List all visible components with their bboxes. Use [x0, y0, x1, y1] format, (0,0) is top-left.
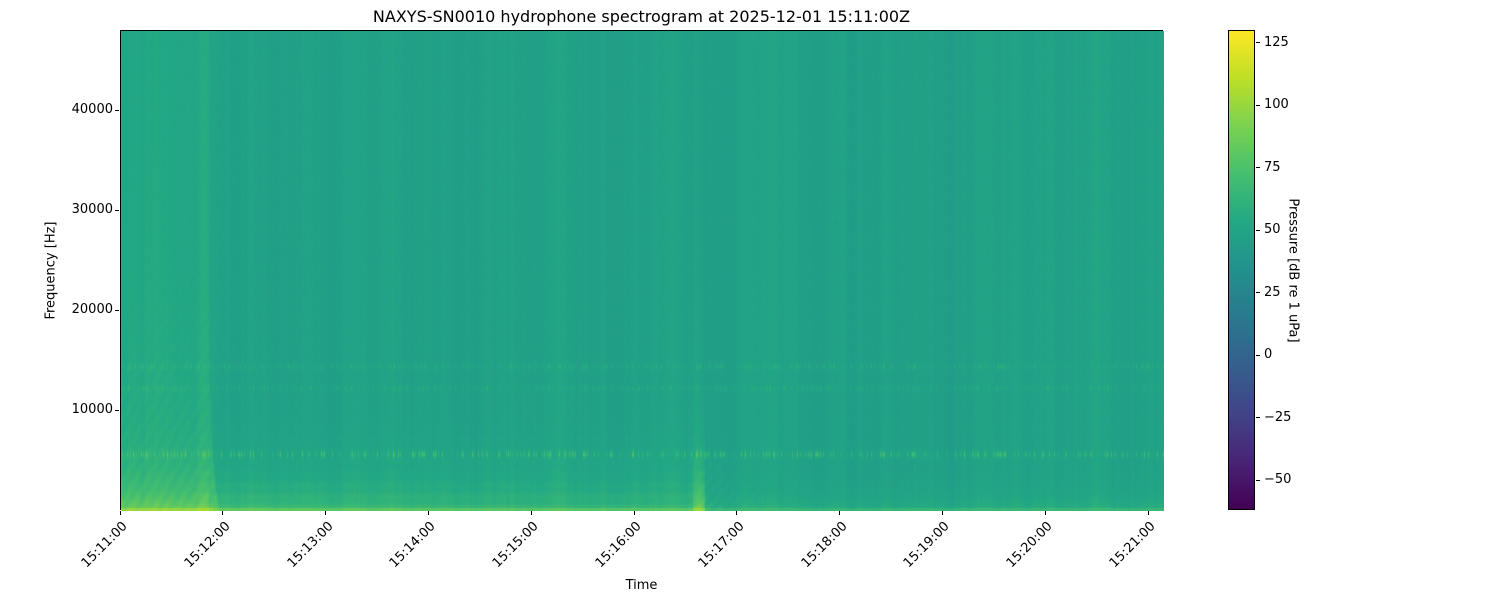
colorbar-tick-mark — [1256, 42, 1260, 43]
y-tick-mark — [115, 209, 119, 211]
colorbar-label: Pressure [dB re 1 uPa] — [1285, 198, 1301, 343]
colorbar-tick-mark — [1256, 479, 1260, 481]
colorbar-tick-label: 0 — [1264, 347, 1273, 362]
y-tick-mark — [115, 309, 119, 311]
spectrogram-canvas — [121, 31, 1164, 511]
colorbar-tick-label: −50 — [1264, 472, 1292, 487]
colorbar-tick-mark — [1256, 229, 1260, 231]
x-tick-mark — [736, 511, 738, 515]
chart-title: NAXYS-SN0010 hydrophone spectrogram at 2… — [372, 7, 911, 26]
colorbar-tick-mark — [1256, 292, 1260, 293]
plot-area — [120, 30, 1164, 511]
x-tick-mark — [427, 511, 429, 515]
colorbar-gradient — [1229, 31, 1254, 509]
colorbar-tick-label: 125 — [1264, 34, 1289, 50]
colorbar — [1228, 30, 1255, 510]
x-tick-mark — [119, 511, 121, 515]
x-tick-mark — [1044, 511, 1046, 515]
y-tick-mark — [115, 409, 119, 411]
colorbar-tick-label: 75 — [1264, 159, 1281, 175]
colorbar-tick-mark — [1256, 167, 1260, 168]
x-tick-mark — [941, 511, 943, 515]
x-axis-label: Time — [625, 578, 658, 593]
x-tick-mark — [1147, 511, 1149, 515]
colorbar-tick-mark — [1256, 354, 1260, 356]
x-tick-mark — [633, 511, 635, 515]
y-tick-mark — [115, 109, 119, 111]
colorbar-tick-label: 25 — [1264, 284, 1281, 300]
y-axis-label: Frequency [Hz] — [43, 221, 59, 320]
colorbar-tick-label: −25 — [1264, 409, 1292, 425]
y-tick-label: 30000 — [71, 202, 113, 217]
x-tick-mark — [530, 511, 532, 515]
colorbar-tick-label: 50 — [1264, 222, 1281, 237]
x-tick-mark — [325, 511, 327, 515]
y-tick-label: 40000 — [71, 102, 113, 117]
x-tick-label: 15:11:00 — [78, 519, 131, 571]
x-tick-mark — [222, 511, 224, 515]
x-tick-mark — [839, 511, 841, 515]
y-tick-label: 10000 — [71, 402, 113, 417]
colorbar-tick-label: 100 — [1264, 97, 1289, 112]
y-tick-label: 20000 — [71, 302, 113, 317]
colorbar-tick-mark — [1256, 417, 1260, 418]
colorbar-tick-mark — [1256, 104, 1260, 106]
